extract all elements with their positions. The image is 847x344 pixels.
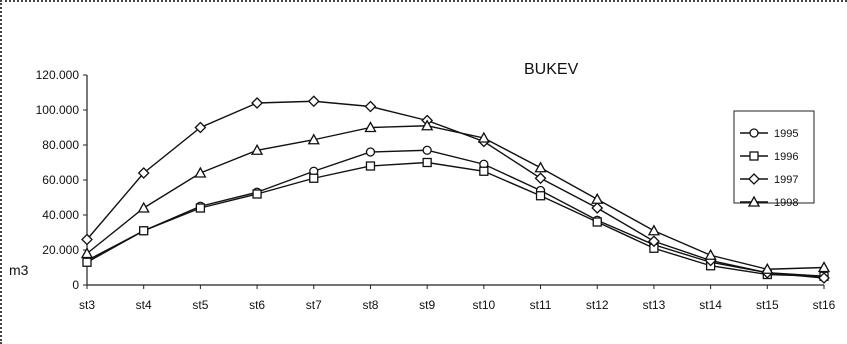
x-tick-label: st8 xyxy=(362,298,378,312)
data-point xyxy=(365,147,376,157)
x-tick-label: st14 xyxy=(699,298,722,312)
data-point xyxy=(252,189,262,199)
x-tick-label: st11 xyxy=(530,298,552,312)
x-tick-label: st13 xyxy=(643,298,666,312)
series-1998 xyxy=(80,119,831,274)
data-point xyxy=(364,121,377,133)
legend-label: 1997 xyxy=(774,174,798,186)
legend-marker xyxy=(748,173,760,185)
data-point xyxy=(422,157,432,168)
series-1997 xyxy=(81,95,830,284)
y-tick-label: 0 xyxy=(72,278,79,292)
data-point xyxy=(309,173,319,183)
x-tick-label: st12 xyxy=(586,298,609,312)
y-tick-label: 60.000 xyxy=(42,173,79,187)
data-point xyxy=(818,272,830,284)
data-point xyxy=(591,202,604,214)
data-point xyxy=(647,224,661,236)
legend: 1995 1996 1997 1998 xyxy=(733,110,815,209)
data-point xyxy=(81,233,93,246)
legend-label: 1996 xyxy=(774,151,798,163)
data-point xyxy=(535,191,546,201)
data-point xyxy=(592,217,602,227)
y-tick-label: 120.000 xyxy=(36,68,80,82)
legend-box xyxy=(733,110,815,204)
axes: 0 20.000 40.000 60.000 80.000 100.000 120.000 s… xyxy=(36,68,836,312)
data-point xyxy=(137,201,150,213)
legend-label: 1995 xyxy=(774,128,798,140)
data-point xyxy=(194,121,207,134)
x-tick-label: st9 xyxy=(419,298,435,312)
series-line xyxy=(86,125,825,270)
y-tick-label: 100.000 xyxy=(36,103,80,117)
data-point xyxy=(307,95,320,108)
data-point xyxy=(477,131,490,143)
data-point xyxy=(534,172,547,185)
x-tick-label: st5 xyxy=(192,298,208,312)
x-tick-label: st3 xyxy=(79,298,95,312)
y-tick-label: 40.000 xyxy=(42,208,79,222)
series-layer xyxy=(80,95,831,284)
data-point xyxy=(421,119,434,131)
legend-marker xyxy=(749,128,759,138)
legend-label: 1998 xyxy=(774,197,798,209)
y-unit-label: m3 xyxy=(9,262,29,278)
data-point xyxy=(251,97,263,109)
data-point xyxy=(365,161,376,171)
data-point xyxy=(195,203,206,213)
x-tick-label: st7 xyxy=(306,298,322,312)
data-point xyxy=(82,257,92,267)
data-point xyxy=(591,192,604,204)
x-tick-label: st4 xyxy=(136,298,152,312)
data-point xyxy=(534,161,547,173)
x-tick-label: st15 xyxy=(756,298,779,312)
data-point xyxy=(139,226,149,236)
data-point xyxy=(137,167,150,179)
chart-title: BUKEV xyxy=(524,61,579,78)
legend-marker xyxy=(749,151,759,161)
data-point xyxy=(80,247,94,259)
y-tick-label: 80.000 xyxy=(42,138,79,152)
data-point xyxy=(479,166,489,176)
x-tick-label: st6 xyxy=(249,298,265,312)
series-line xyxy=(86,100,825,279)
data-point xyxy=(250,143,264,155)
series-line xyxy=(86,149,825,277)
series-line xyxy=(86,161,825,277)
y-tick-label: 20.000 xyxy=(42,243,79,257)
data-point xyxy=(307,133,320,145)
legend-marker xyxy=(747,195,761,207)
x-tick-label: st16 xyxy=(813,298,836,312)
data-point xyxy=(761,262,774,274)
data-point xyxy=(194,166,207,178)
data-point xyxy=(648,235,660,248)
series-1996 xyxy=(82,157,829,281)
data-point xyxy=(817,261,831,273)
data-point xyxy=(704,248,717,260)
data-point xyxy=(422,145,432,155)
data-point xyxy=(364,100,377,113)
x-tick-label: st10 xyxy=(473,298,496,312)
